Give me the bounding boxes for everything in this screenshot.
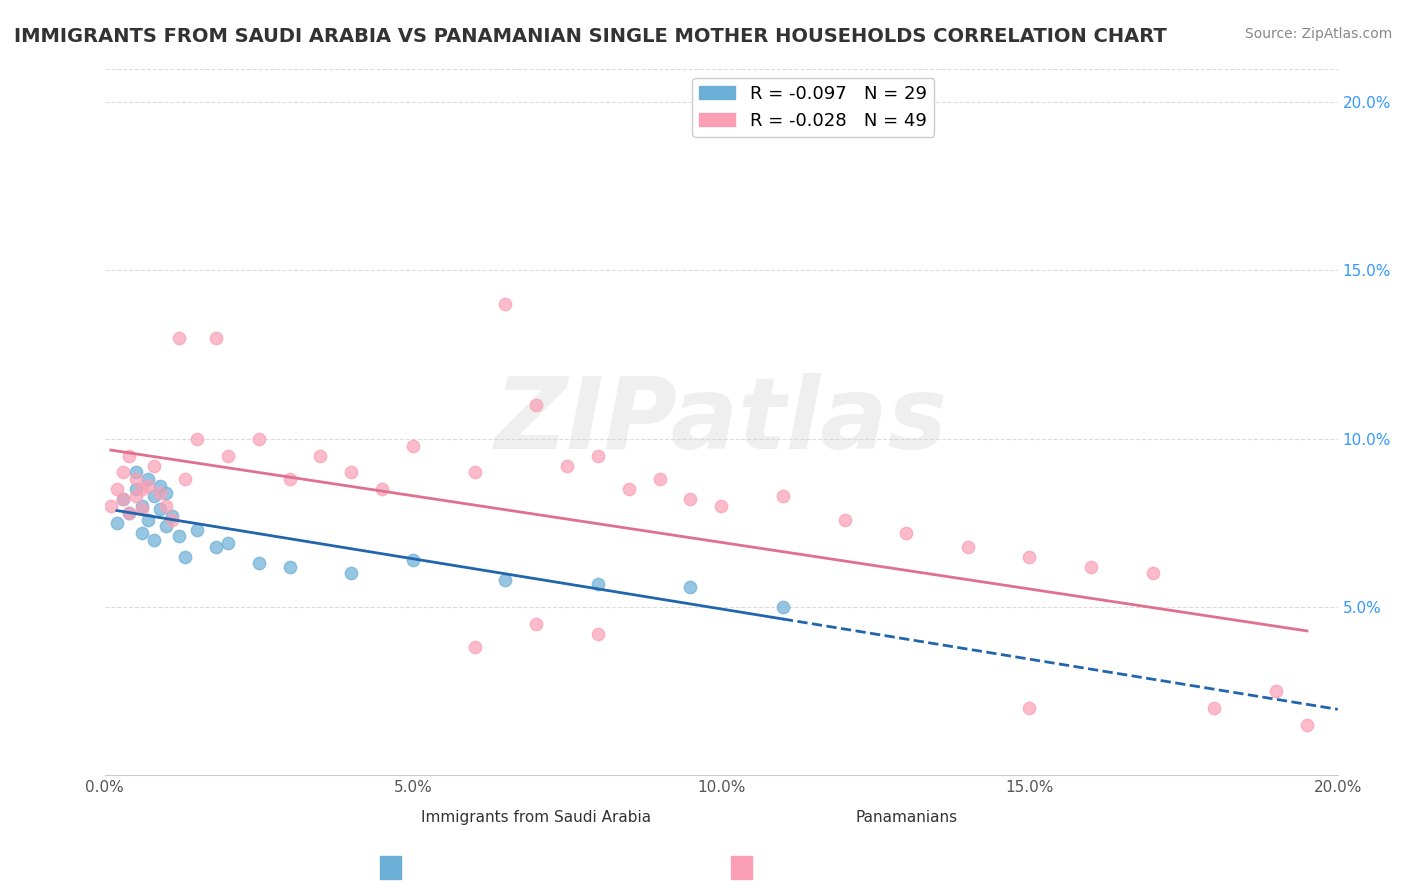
Point (131, 483, 153, 497)
Point (586, 576, 609, 591)
Point (278, 472, 301, 486)
Point (105, 516, 128, 530)
Point (956, 540, 979, 554)
Point (586, 449, 609, 463)
Point (340, 566, 363, 581)
Point (1265, 684, 1288, 698)
Point (524, 616, 547, 631)
Point (1080, 559, 1102, 574)
Point (217, 449, 239, 463)
Point (494, 573, 516, 587)
Point (173, 472, 195, 486)
Point (112, 466, 135, 480)
Point (118, 506, 141, 520)
Point (1296, 718, 1319, 732)
Point (464, 466, 486, 480)
Point (217, 536, 239, 550)
Point (167, 529, 190, 543)
Text: Source: ZipAtlas.com: Source: ZipAtlas.com (1244, 27, 1392, 41)
Point (402, 438, 425, 452)
Point (186, 432, 208, 446)
Text: ZIPatlas: ZIPatlas (495, 374, 948, 470)
Point (402, 553, 425, 567)
Text: Panamanians: Panamanians (855, 810, 957, 825)
Point (309, 449, 332, 463)
Point (162, 509, 184, 524)
Point (124, 466, 146, 480)
Point (772, 600, 794, 615)
Point (131, 526, 153, 541)
Point (131, 499, 153, 513)
Text: IMMIGRANTS FROM SAUDI ARABIA VS PANAMANIAN SINGLE MOTHER HOUSEHOLDS CORRELATION : IMMIGRANTS FROM SAUDI ARABIA VS PANAMANI… (14, 27, 1167, 45)
Point (679, 492, 702, 507)
Point (1018, 549, 1040, 564)
Point (124, 489, 146, 503)
Point (167, 331, 190, 345)
Point (1142, 566, 1164, 581)
Point (679, 580, 702, 594)
Point (136, 512, 159, 526)
Point (149, 485, 172, 500)
Point (155, 519, 177, 533)
Point (247, 557, 270, 571)
Point (112, 492, 135, 507)
Point (100, 499, 122, 513)
Text: Immigrants from Saudi Arabia: Immigrants from Saudi Arabia (422, 810, 651, 825)
Point (247, 432, 270, 446)
Point (149, 502, 172, 516)
Point (136, 472, 159, 486)
Point (1018, 701, 1040, 715)
Point (155, 485, 177, 500)
Point (186, 523, 208, 537)
Point (143, 489, 166, 503)
Point (648, 472, 671, 486)
Point (204, 331, 226, 345)
Point (896, 526, 918, 541)
Point (124, 472, 146, 486)
Point (143, 533, 166, 547)
Point (586, 627, 609, 641)
Point (112, 492, 135, 507)
Point (371, 483, 394, 497)
Point (464, 640, 486, 655)
Point (124, 483, 146, 497)
Point (710, 499, 733, 513)
Point (162, 512, 184, 526)
Legend: R = -0.097   N = 29, R = -0.028   N = 49: R = -0.097 N = 29, R = -0.028 N = 49 (692, 78, 934, 137)
Point (834, 512, 856, 526)
Point (118, 506, 141, 520)
Point (131, 502, 153, 516)
Point (1204, 701, 1226, 715)
Point (278, 559, 301, 574)
Point (136, 479, 159, 493)
Point (155, 499, 177, 513)
Point (204, 540, 226, 554)
Point (494, 297, 516, 311)
Point (772, 489, 794, 503)
Point (555, 458, 578, 473)
Point (173, 549, 195, 564)
Point (149, 479, 172, 493)
Point (143, 458, 166, 473)
Point (617, 483, 640, 497)
Point (524, 398, 547, 412)
Point (118, 449, 141, 463)
Point (105, 483, 128, 497)
Point (340, 466, 363, 480)
